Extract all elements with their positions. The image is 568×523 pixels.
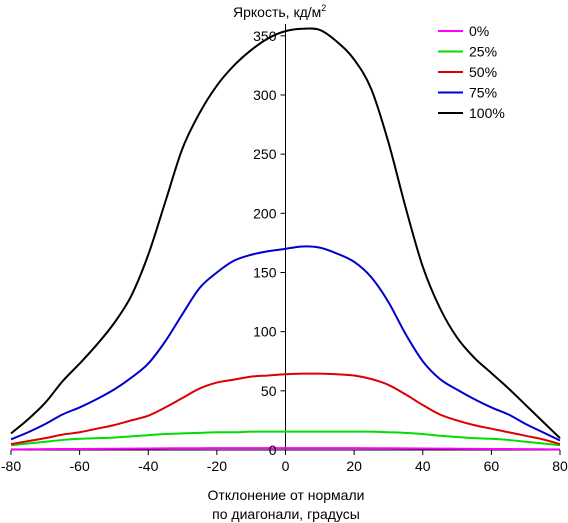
legend-item: 75% bbox=[438, 85, 497, 101]
series-layer bbox=[10, 27, 561, 451]
x-tick-label: -20 bbox=[207, 458, 227, 474]
y-axis-title: Яркость, кд/м2 bbox=[233, 3, 326, 20]
legend-label: 25% bbox=[469, 44, 497, 60]
x-tick-label: 40 bbox=[415, 458, 431, 474]
x-tick-label: 20 bbox=[346, 458, 362, 474]
y-tick-label: 0 bbox=[269, 442, 277, 458]
y-tick-label: 50 bbox=[261, 383, 277, 399]
x-axis-title-line2: по диагонали, градусы bbox=[212, 506, 360, 522]
y-tick-label: 100 bbox=[253, 324, 277, 340]
series-line-50pct bbox=[10, 372, 561, 446]
y-axis-title-sup: 2 bbox=[321, 3, 326, 13]
tick-layer: -80 -60 -40 -20 0 20 40 60 80 0 50 100 150 200 250 300 3… bbox=[1, 28, 568, 474]
x-tick-label: 0 bbox=[282, 458, 290, 474]
x-tick-label: 60 bbox=[484, 458, 500, 474]
x-tick-label: -60 bbox=[70, 458, 90, 474]
legend-label: 50% bbox=[469, 64, 497, 80]
y-tick-label: 150 bbox=[253, 265, 277, 281]
y-axis-title-text: Яркость, кд/м bbox=[233, 4, 321, 20]
legend-item: 100% bbox=[438, 105, 505, 121]
x-tick-label: -40 bbox=[138, 458, 158, 474]
legend-label: 0% bbox=[469, 23, 489, 39]
y-tick-label: 350 bbox=[253, 28, 277, 44]
y-tick-label: 300 bbox=[253, 87, 277, 103]
series-line-0pct bbox=[10, 447, 561, 451]
legend-item: 0% bbox=[438, 23, 489, 39]
series-line-75pct bbox=[10, 245, 561, 442]
x-axis-title-line1: Отклонение от нормали bbox=[208, 487, 365, 503]
y-tick-label: 250 bbox=[253, 146, 277, 162]
y-tick-label: 200 bbox=[253, 205, 277, 221]
legend-label: 75% bbox=[469, 85, 497, 101]
series-line-25pct bbox=[10, 430, 561, 447]
legend-item: 25% bbox=[438, 44, 497, 60]
x-tick-label: 80 bbox=[552, 458, 568, 474]
legend: 0% 25% 50% 75% 100% bbox=[438, 23, 505, 121]
legend-item: 50% bbox=[438, 64, 497, 80]
series-line-100pct bbox=[10, 27, 561, 439]
legend-label: 100% bbox=[469, 105, 505, 121]
x-tick-label: -80 bbox=[1, 458, 21, 474]
